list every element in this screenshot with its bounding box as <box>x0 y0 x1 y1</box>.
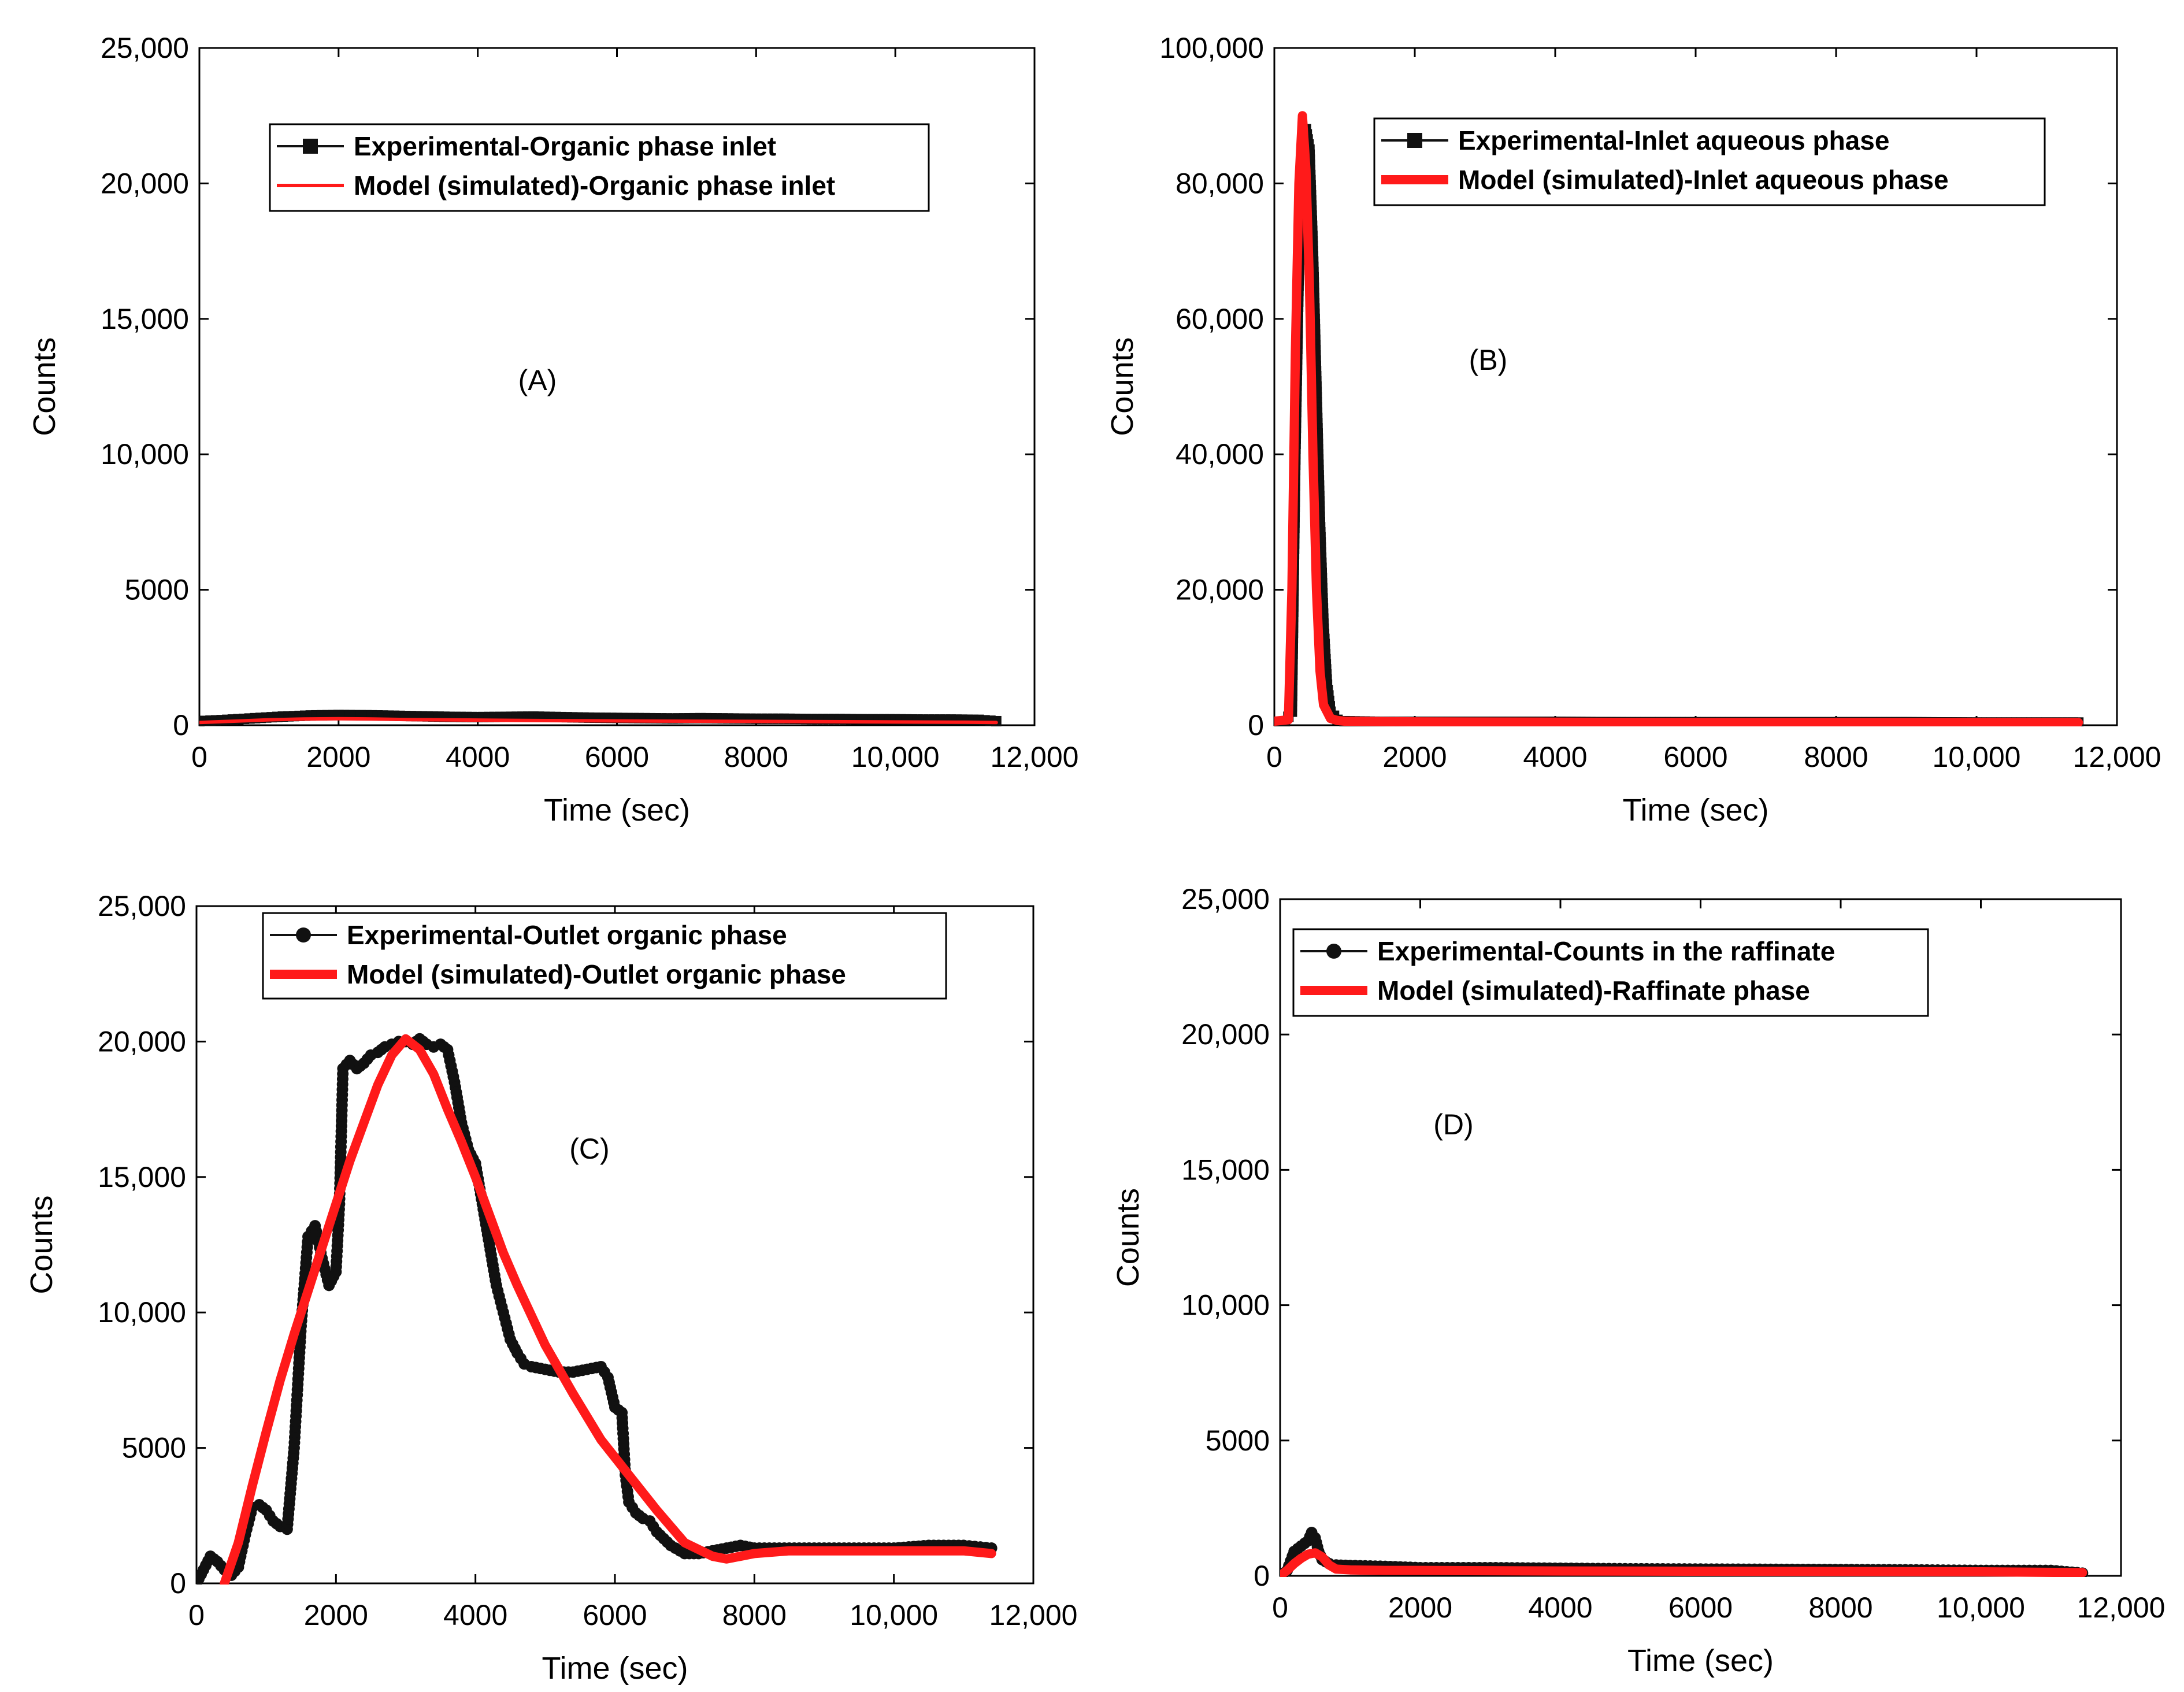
legend-b: Experimental-Inlet aqueous phase Model (s… <box>1373 117 2046 206</box>
y-tick-label: 10,000 <box>98 1296 186 1329</box>
y-tick-label: 25,000 <box>1181 883 1270 915</box>
x-tick-label: 0 <box>188 1599 205 1631</box>
y-axis-title: Counts <box>24 1195 59 1294</box>
y-tick-label: 40,000 <box>1176 438 1264 470</box>
y-tick-label: 5000 <box>125 574 189 606</box>
y-axis-title: Counts <box>1105 337 1140 436</box>
legend-entry: Model (simulated)-Outlet organic phase <box>347 959 846 989</box>
series-line-model <box>1280 1548 2087 1577</box>
x-tick-label: 8000 <box>722 1599 787 1631</box>
panel-label: (C) <box>569 1133 609 1165</box>
x-tick-label: 0 <box>191 741 207 773</box>
legend-c: Experimental-Outlet organic phase Model (… <box>262 912 947 1000</box>
legend-box <box>269 123 930 212</box>
x-tick-label: 10,000 <box>851 741 940 773</box>
y-tick-label: 15,000 <box>98 1161 186 1193</box>
x-axis-title: Time (sec) <box>1623 793 1769 828</box>
panel-label: (A) <box>518 364 557 396</box>
legend-entry: Experimental-Inlet aqueous phase <box>1458 125 1889 155</box>
y-tick-label: 20,000 <box>1176 574 1264 606</box>
y-tick-label: 10,000 <box>1181 1289 1270 1322</box>
x-axis-title: Time (sec) <box>542 1651 688 1686</box>
legend-box <box>1373 117 2046 206</box>
legend-box <box>262 912 947 1000</box>
x-tick-label: 0 <box>1266 741 1282 773</box>
y-tick-label: 5000 <box>122 1432 186 1464</box>
panel-b: 0 2000 4000 6000 8000 10,000 12,000 0 20,000 40,0… <box>1105 32 2161 828</box>
y-tick-label: 100,000 <box>1159 32 1264 64</box>
legend-marker-square <box>1407 133 1422 148</box>
x-tick-label: 6000 <box>1668 1591 1733 1624</box>
y-tick-label: 0 <box>170 1567 186 1600</box>
y-tick-label: 20,000 <box>101 167 189 199</box>
legend-a: Experimental-Organic phase inlet Model (s… <box>269 123 930 212</box>
x-tick-label: 12,000 <box>2073 741 2161 773</box>
legend-entry: Experimental-Outlet organic phase <box>347 920 787 950</box>
x-axis-title: Time (sec) <box>544 793 690 828</box>
x-tick-label: 6000 <box>1663 741 1727 773</box>
y-tick-label: 0 <box>1248 709 1264 741</box>
y-tick-label: 80,000 <box>1176 167 1264 199</box>
legend-entry: Experimental-Counts in the raffinate <box>1377 936 1835 966</box>
y-tick-label: 25,000 <box>98 890 186 922</box>
series-line-model <box>1274 111 2083 726</box>
legend-entry: Model (simulated)-Raffinate phase <box>1377 975 1810 1005</box>
panel-a: 0 2000 4000 6000 8000 10,000 12,000 0 5000 10,000… <box>27 32 1078 828</box>
data-layer-b <box>1274 111 2084 726</box>
y-axis-title: Counts <box>1111 1188 1145 1287</box>
y-tick-label: 10,000 <box>101 438 189 470</box>
panel-d: 0 2000 4000 6000 8000 10,000 12,000 0 5000 10,000… <box>1111 883 2165 1678</box>
panel-label: (D) <box>1433 1108 1473 1141</box>
x-tick-label: 10,000 <box>1933 741 2021 773</box>
y-tick-label: 60,000 <box>1176 303 1264 335</box>
x-tick-label: 4000 <box>446 741 510 773</box>
y-tick-label: 20,000 <box>1181 1018 1270 1051</box>
x-tick-label: 4000 <box>443 1599 507 1631</box>
x-tick-label: 12,000 <box>2077 1591 2166 1624</box>
legend-marker-square <box>303 139 318 154</box>
legend-entry: Experimental-Organic phase inlet <box>354 131 776 161</box>
x-tick-label: 12,000 <box>991 741 1079 773</box>
x-tick-label: 4000 <box>1523 741 1587 773</box>
panel-label: (B) <box>1469 344 1508 376</box>
data-layer-d <box>1280 1527 2089 1577</box>
series-line-model <box>199 717 998 725</box>
x-tick-label: 2000 <box>304 1599 368 1631</box>
y-tick-label: 15,000 <box>101 303 189 335</box>
x-tick-label: 8000 <box>1804 741 1868 773</box>
y-tick-label: 0 <box>1254 1560 1270 1592</box>
x-tick-label: 10,000 <box>1937 1591 2025 1624</box>
legend-entry: Model (simulated)-Organic phase inlet <box>354 170 835 201</box>
legend-d: Experimental-Counts in the raffinate Mode… <box>1292 928 1929 1017</box>
y-tick-label: 15,000 <box>1181 1153 1270 1186</box>
x-tick-label: 6000 <box>583 1599 647 1631</box>
x-tick-label: 0 <box>1272 1591 1288 1624</box>
x-tick-label: 12,000 <box>989 1599 1078 1631</box>
y-tick-label: 5000 <box>1206 1424 1270 1457</box>
legend-marker-circle <box>1326 944 1341 959</box>
data-layer-c <box>196 1033 998 1585</box>
y-tick-label: 25,000 <box>101 32 189 64</box>
x-tick-label: 4000 <box>1528 1591 1592 1624</box>
x-tick-label: 2000 <box>1388 1591 1452 1624</box>
x-tick-label: 6000 <box>585 741 649 773</box>
legend-marker-circle <box>296 927 311 943</box>
y-tick-label: 20,000 <box>98 1025 186 1058</box>
x-tick-label: 2000 <box>306 741 370 773</box>
legend-entry: Model (simulated)-Inlet aqueous phase <box>1458 165 1949 195</box>
x-tick-label: 8000 <box>724 741 788 773</box>
y-axis-title: Counts <box>27 337 62 436</box>
series-line-model <box>220 1034 996 1585</box>
x-tick-label: 10,000 <box>850 1599 938 1631</box>
legend-box <box>1292 928 1929 1017</box>
data-layer-a <box>199 710 1002 726</box>
x-tick-label: 2000 <box>1382 741 1447 773</box>
x-tick-label: 8000 <box>1808 1591 1872 1624</box>
panel-c: 0 2000 4000 6000 8000 10,000 12,000 0 5000 10,000… <box>24 890 1077 1686</box>
x-axis-title: Time (sec) <box>1627 1643 1774 1678</box>
y-tick-label: 0 <box>173 709 189 741</box>
